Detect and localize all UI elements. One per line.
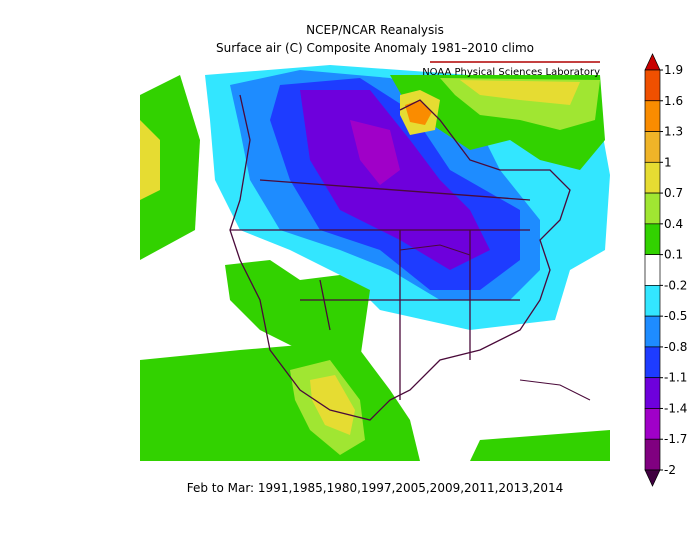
colorbar-tick-label: 0.4	[664, 217, 683, 231]
colorbar-band	[644, 285, 661, 317]
colorbar-tick-label: -0.5	[664, 309, 687, 323]
colorbar-tick-label: -1.7	[664, 432, 687, 446]
colorbar-band	[644, 315, 661, 348]
colorbar-band	[644, 438, 661, 471]
colorbar-band	[644, 100, 661, 132]
colorbar-tick-label: 0.7	[664, 186, 683, 200]
map	[140, 65, 610, 461]
colorbar-tick-label: 1.6	[664, 94, 683, 108]
colorbar-band	[644, 346, 661, 379]
caption: Feb to Mar: 1991,1985,1980,1997,2005,200…	[187, 481, 564, 495]
colorbar-end	[644, 53, 661, 71]
colorbar-band	[644, 131, 661, 163]
colorbar-tick-label: -0.8	[664, 340, 687, 354]
credit: NOAA Physical Sciences Laboratory	[422, 67, 600, 78]
colorbar-tick-label: 1.3	[664, 125, 683, 139]
colorbar: 1.9 1.6 1.3 1 0.7 0.4 0.1 -0.2 -0.5 -0.8 -1.1 -1.4 -…	[644, 53, 687, 487]
colorbar-band	[644, 192, 661, 225]
colorbar-end	[644, 469, 661, 487]
colorbar-tick-label: 1.9	[664, 63, 683, 77]
colorbar-tick-label: 1	[664, 155, 672, 169]
colorbar-band	[644, 377, 661, 409]
colorbar-tick-label: 0.1	[664, 248, 683, 262]
colorbar-band	[644, 69, 661, 102]
subtitle: Surface air (C) Composite Anomaly 1981–2…	[216, 41, 534, 55]
colorbar-band	[644, 161, 661, 194]
colorbar-tick-label: -2	[664, 463, 676, 477]
title: NCEP/NCAR Reanalysis	[306, 23, 444, 37]
colorbar-tick-label: -0.2	[664, 278, 687, 292]
colorbar-band	[644, 254, 661, 286]
colorbar-tick-label: -1.4	[664, 401, 687, 415]
colorbar-tick-label: -1.1	[664, 371, 687, 385]
colorbar-band	[644, 408, 661, 440]
colorbar-band	[644, 223, 661, 255]
